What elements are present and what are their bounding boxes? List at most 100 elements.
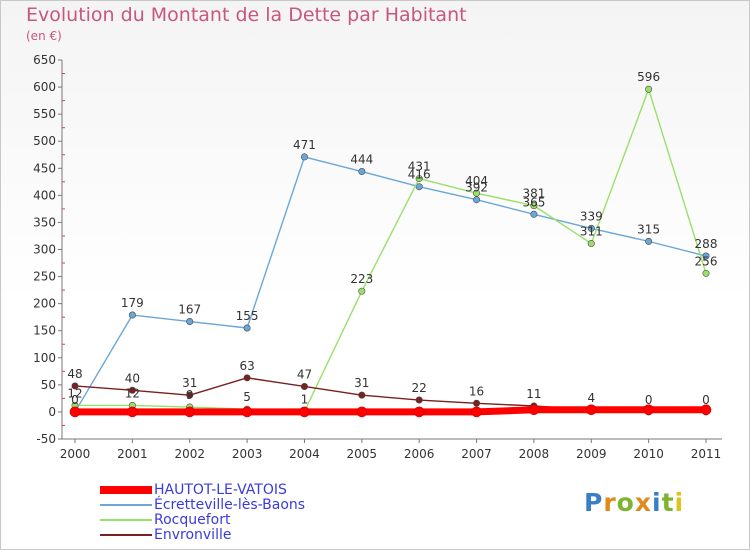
y-tick-label: 200 (33, 297, 56, 311)
legend-label: HAUTOT-LE-VATOIS (154, 482, 287, 498)
x-tick-label: 2009 (576, 447, 607, 461)
data-point (300, 153, 308, 161)
x-tick-label: 2000 (60, 447, 91, 461)
data-point (69, 406, 81, 418)
data-point (186, 391, 194, 399)
data-label: 63 (239, 359, 254, 373)
data-point (415, 396, 423, 404)
y-tick-label: 150 (33, 324, 56, 338)
x-tick-label: 2011 (691, 447, 722, 461)
data-label: 1 (301, 392, 309, 406)
y-tick-label: 350 (33, 215, 56, 229)
data-label: 155 (236, 309, 259, 323)
logo-letter: t (661, 488, 675, 517)
data-label: 392 (465, 181, 488, 195)
data-label: 47 (297, 367, 312, 381)
data-point (700, 404, 712, 416)
data-point (585, 404, 597, 416)
x-tick-label: 2005 (347, 447, 378, 461)
data-label: 167 (178, 303, 201, 317)
data-label: 444 (350, 153, 373, 167)
y-tick-label: 500 (33, 134, 56, 148)
data-point (643, 404, 654, 416)
data-point (702, 269, 710, 277)
data-point (415, 175, 423, 183)
y-tick-label: 0 (48, 405, 56, 419)
data-point (299, 406, 310, 418)
logo-letter: i (652, 488, 662, 517)
chart-lines (69, 85, 712, 418)
data-label: 0 (71, 393, 79, 407)
logo-letter: o (616, 488, 635, 517)
legend-label: Envronville (154, 527, 232, 543)
series-line (74, 156, 707, 413)
data-label: 16 (469, 384, 484, 398)
data-point (415, 183, 423, 191)
legend-label: Écretteville-lès-Baons (154, 497, 306, 513)
logo-letter: x (634, 488, 652, 517)
x-tick-label: 2010 (633, 447, 664, 461)
data-point (127, 406, 138, 418)
legend-swatch (100, 534, 152, 536)
data-label: 471 (293, 138, 316, 152)
logo-letter: P (584, 488, 604, 517)
data-label: 339 (580, 209, 603, 223)
y-tick-label: 250 (33, 270, 56, 284)
data-label: 31 (182, 376, 197, 390)
data-label: 12 (125, 386, 140, 400)
data-label: 12 (67, 386, 82, 400)
legend-label: Rocquefort (154, 512, 231, 528)
proxiti-logo: Proxiti (584, 488, 684, 517)
y-tick-label: 650 (33, 53, 56, 67)
data-label: 404 (465, 174, 488, 188)
x-tick-label: 2007 (461, 447, 492, 461)
y-tick-label: 400 (33, 188, 56, 202)
data-point (587, 224, 595, 232)
y-tick-label: 450 (33, 161, 56, 175)
data-label: 381 (522, 187, 545, 201)
y-tick-label: 50 (41, 378, 56, 392)
series-line (71, 406, 710, 416)
data-point (413, 406, 425, 418)
data-label: 179 (121, 296, 144, 310)
data-point (528, 404, 540, 416)
data-point (473, 189, 481, 197)
data-label: 31 (354, 376, 369, 390)
data-label: 0 (645, 393, 653, 407)
data-point (128, 386, 136, 394)
data-label: 4 (587, 391, 595, 405)
x-tick-label: 2006 (404, 447, 435, 461)
data-point (530, 210, 538, 218)
data-label: 256 (695, 254, 718, 268)
data-point (243, 374, 251, 382)
data-point (473, 399, 481, 407)
data-label: 416 (408, 168, 431, 182)
data-label: 22 (412, 381, 427, 395)
data-point (186, 318, 194, 326)
line-chart: -500501001502002503003504004505005506006… (33, 53, 722, 461)
data-point (702, 252, 710, 260)
data-label: 48 (67, 367, 82, 381)
data-point (645, 85, 653, 93)
data-label: 9 (186, 388, 194, 402)
x-tick-label: 2008 (519, 447, 550, 461)
x-tick-label: 2002 (174, 447, 205, 461)
legend-swatch (100, 486, 152, 494)
data-label: 40 (125, 371, 140, 385)
y-tick-label: -50 (36, 432, 56, 446)
data-point (473, 196, 481, 204)
data-label: 596 (637, 70, 660, 84)
series-line (74, 88, 707, 413)
data-label: 311 (580, 225, 603, 239)
data-label: 0 (702, 393, 710, 407)
data-point (358, 287, 366, 295)
data-label: 315 (637, 222, 660, 236)
data-label: 365 (522, 195, 545, 209)
data-label: 5 (243, 390, 251, 404)
data-point (530, 202, 538, 210)
data-point (243, 324, 251, 332)
data-point (128, 311, 136, 319)
data-label: 288 (695, 237, 718, 251)
